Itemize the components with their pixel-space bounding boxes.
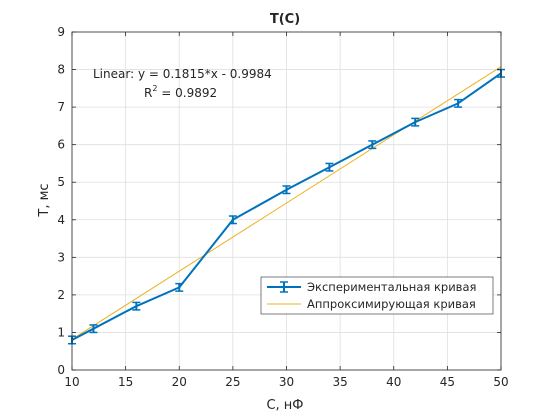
errorbar-point xyxy=(454,98,463,108)
legend-label-fit: Аппроксимирующая кривая xyxy=(307,297,476,311)
x-tick-label: 35 xyxy=(332,375,347,389)
y-tick-label: 2 xyxy=(57,288,65,302)
legend-item-experimental: Экспериментальная кривая xyxy=(267,280,476,294)
legend-item-fit: Аппроксимирующая кривая xyxy=(267,297,476,311)
series-layer xyxy=(68,66,505,345)
errorbar-point xyxy=(282,185,291,195)
errorbar-point xyxy=(132,301,141,311)
y-axis-label: T, мс xyxy=(37,183,52,217)
y-tick-label: 6 xyxy=(57,138,65,152)
x-axis-label: C, нФ xyxy=(266,398,303,413)
errorbar-point xyxy=(228,215,237,225)
r-squared-annotation: R2 = 0.9892 xyxy=(144,84,217,100)
series-line-fit xyxy=(71,66,502,340)
legend-box xyxy=(260,276,494,315)
y-tick-label: 8 xyxy=(57,63,65,77)
y-tick-label: 7 xyxy=(57,100,65,114)
y-tick-label: 4 xyxy=(57,213,65,227)
r-squared-superscript: 2 xyxy=(152,84,157,93)
y-tick-label: 0 xyxy=(57,363,65,377)
fit-equation-annotation: Linear: y = 0.1815*x - 0.9984 xyxy=(93,67,272,81)
y-tick-label: 5 xyxy=(57,175,65,189)
y-tick-label: 3 xyxy=(57,250,65,264)
x-tick-label: 20 xyxy=(172,375,187,389)
x-tick-label: 50 xyxy=(493,375,508,389)
x-tick-label: 30 xyxy=(279,375,294,389)
y-tick-label: 1 xyxy=(57,325,65,339)
x-tick-label: 40 xyxy=(386,375,401,389)
errorbar-point xyxy=(325,162,334,172)
r-squared-value: = 0.9892 xyxy=(157,86,217,100)
legend-label-experimental: Экспериментальная кривая xyxy=(307,280,476,294)
errorbar-point xyxy=(368,140,377,150)
x-tick-label: 25 xyxy=(225,375,240,389)
errorbar-point xyxy=(89,324,98,334)
y-tick-labels: 0 1 2 3 4 5 6 7 8 9 xyxy=(57,25,65,377)
x-tick-labels: 10 15 20 25 30 35 40 45 50 xyxy=(64,375,508,389)
chart-title: T(C) xyxy=(270,12,300,27)
x-tick-label: 10 xyxy=(64,375,79,389)
r-squared-label: R xyxy=(144,86,152,100)
errorbar-point xyxy=(411,117,420,127)
legend: Экспериментальная кривая Аппроксимирующа… xyxy=(260,276,494,315)
y-tick-label: 9 xyxy=(57,25,65,39)
x-tick-label: 15 xyxy=(118,375,133,389)
tick-marks xyxy=(71,31,502,371)
errorbar-point xyxy=(175,282,184,292)
x-tick-label: 45 xyxy=(440,375,455,389)
